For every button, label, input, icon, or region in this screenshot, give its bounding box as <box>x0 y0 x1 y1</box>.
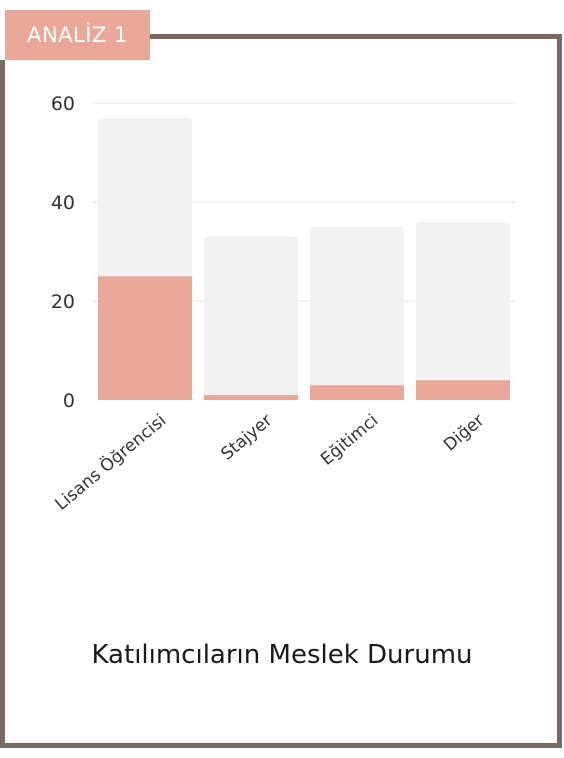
y-tick-label: 0 <box>63 390 75 412</box>
x-category-label: Diğer <box>440 411 488 456</box>
y-tick-label: 20 <box>51 291 75 313</box>
x-category-label: Lisans Öğrencisi <box>50 409 170 515</box>
x-axis-categories: Lisans Öğrencisi Stajyer Eğitimci Diğer <box>50 409 488 515</box>
frame-left-border <box>0 60 5 748</box>
y-tick-label: 60 <box>51 93 75 115</box>
bar-total <box>204 236 298 400</box>
chart-caption: Katılımcıların Meslek Durumu <box>91 640 473 670</box>
bar-highlight <box>98 276 192 400</box>
bar-total <box>310 226 404 400</box>
y-axis-ticks: 0 20 40 60 <box>51 93 75 412</box>
x-category-label: Eğitimci <box>317 411 382 470</box>
frame-right-border <box>557 34 562 748</box>
analysis-tag-label: ANALİZ 1 <box>27 23 128 47</box>
frame-top-border <box>150 34 562 39</box>
bar-highlight <box>204 395 298 400</box>
bar-highlight <box>310 385 404 400</box>
bar-highlight <box>416 380 510 400</box>
analysis-tag: ANALİZ 1 <box>5 10 150 60</box>
y-tick-label: 40 <box>51 192 75 214</box>
bars <box>98 117 510 400</box>
x-category-label: Stajyer <box>217 411 276 465</box>
frame-bottom-border <box>0 743 562 748</box>
bar-total <box>416 221 510 400</box>
